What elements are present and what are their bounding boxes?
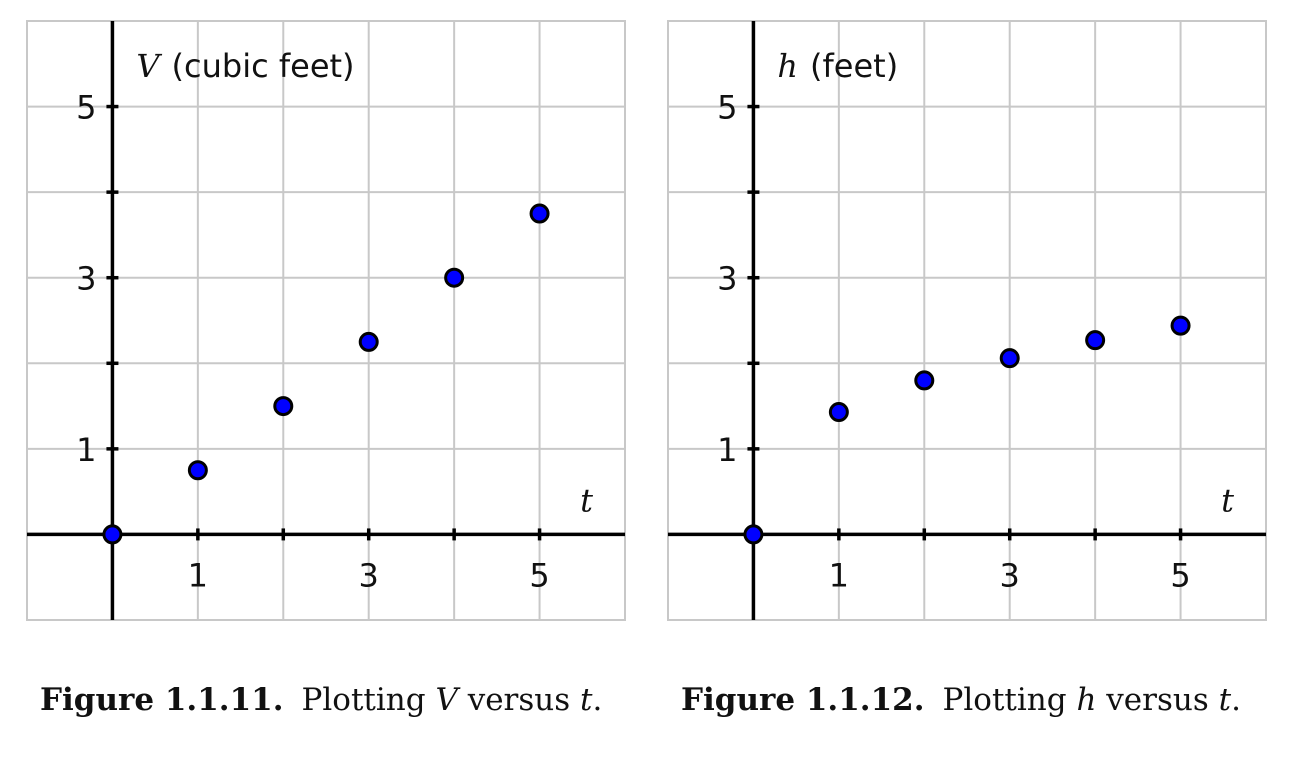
plot-frame: [26, 20, 626, 621]
x-tick-label: 5: [1170, 556, 1190, 594]
data-point: [102, 524, 123, 545]
data-point: [187, 460, 208, 481]
y-axis-label: h (feet): [777, 47, 898, 85]
grid: [668, 21, 1266, 620]
data-point: [828, 402, 849, 423]
x-tick-label: 1: [188, 556, 208, 594]
data-point: [1085, 330, 1106, 351]
y-tick-label: 1: [717, 431, 737, 469]
caption-text-pre: Plotting: [942, 682, 1077, 718]
y-axis-label: V (cubic feet): [136, 47, 354, 85]
caption-variable-t: t: [1218, 682, 1232, 718]
figure-caption-1-1-12: Figure 1.1.12. Plotting h versus t.: [681, 682, 1241, 718]
data-point: [999, 348, 1020, 369]
figure-label: Figure 1.1.12.: [681, 682, 925, 718]
x-axis-label: t: [580, 481, 593, 519]
y-tick-label: 3: [76, 260, 96, 298]
figure-1-1-11-chart: 1 3 5 1 3 5 V (cubic feet) t: [0, 0, 641, 640]
caption-text-mid: versus: [457, 682, 581, 718]
figure-caption-1-1-11: Figure 1.1.11. Plotting V versus t.: [40, 682, 602, 718]
figure-1-1-12-chart: 1 3 5 1 3 5 h (feet) t: [641, 0, 1282, 640]
y-axis-variable: h: [777, 47, 798, 85]
y-tick-label: 5: [76, 89, 96, 127]
caption-variable: V: [435, 682, 458, 718]
y-axis-unit: (cubic feet): [172, 47, 355, 85]
x-tick-label: 5: [529, 556, 549, 594]
data-point: [444, 267, 465, 288]
y-tick-label: 1: [76, 431, 96, 469]
y-axis-unit: (feet): [810, 47, 898, 85]
figure-label: Figure 1.1.11.: [40, 682, 284, 718]
y-tick-label: 5: [717, 89, 737, 127]
caption-text-pre: Plotting: [301, 682, 436, 718]
data-point: [914, 370, 935, 391]
caption-text-post: .: [592, 682, 603, 718]
plot-frame: [667, 20, 1267, 621]
caption-variable-t: t: [580, 682, 593, 718]
caption-variable: h: [1076, 682, 1097, 718]
x-tick-label: 3: [359, 556, 379, 594]
x-tick-label: 3: [1000, 556, 1020, 594]
grid: [27, 21, 625, 620]
y-tick-label: 3: [717, 260, 737, 298]
volume-scatter-plot: 1 3 5 1 3 5 V (cubic feet) t: [26, 20, 626, 621]
data-point: [743, 524, 764, 545]
caption-text-post: .: [1231, 682, 1241, 718]
y-axis-variable: V: [136, 47, 162, 85]
caption-text-mid: versus: [1096, 682, 1219, 718]
data-point: [1170, 315, 1191, 336]
data-point: [358, 331, 379, 352]
data-point: [273, 396, 294, 417]
x-tick-label: 1: [829, 556, 849, 594]
x-axis-label: t: [1221, 481, 1234, 519]
data-point: [529, 203, 550, 224]
height-scatter-plot: 1 3 5 1 3 5 h (feet) t: [667, 20, 1267, 621]
